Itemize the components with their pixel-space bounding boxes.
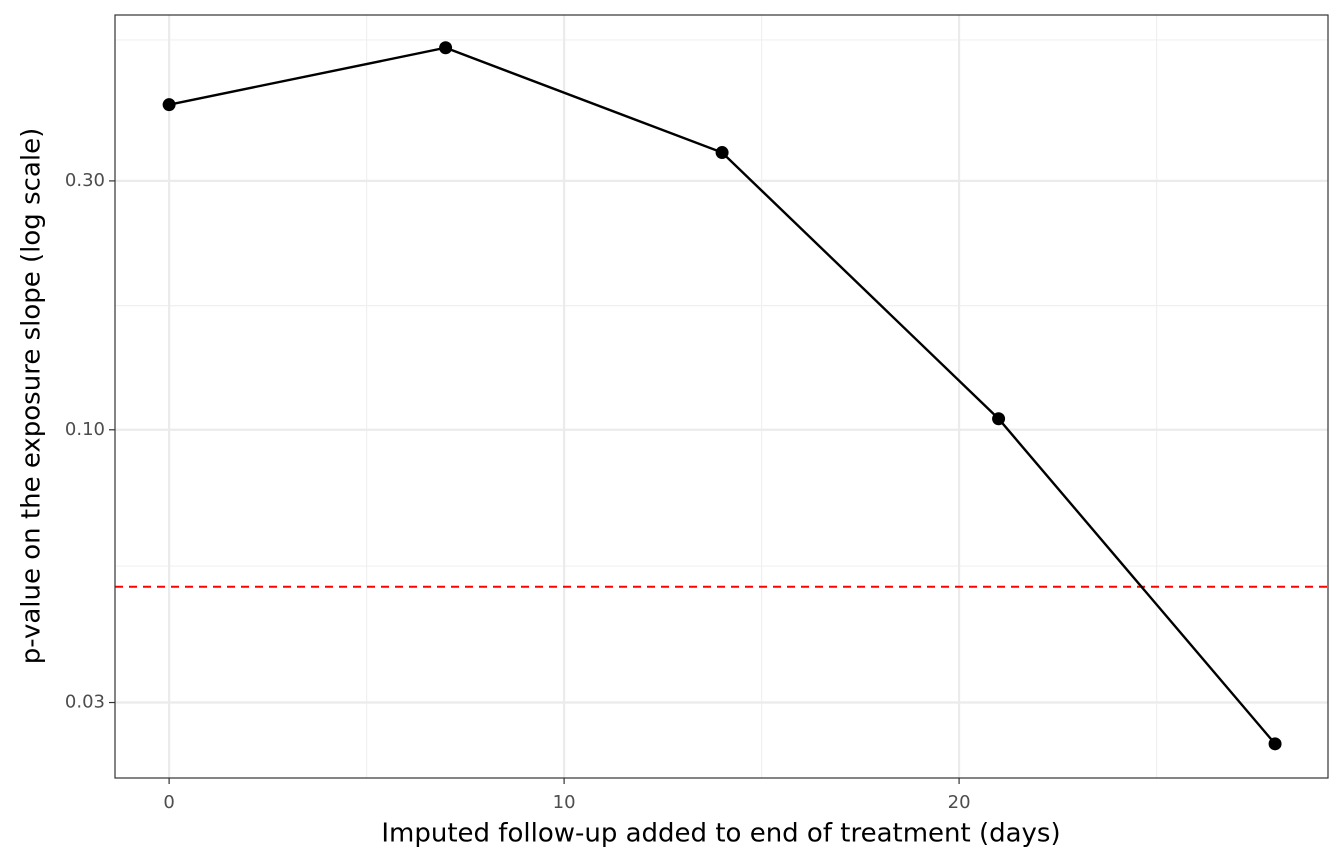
x-tick-label: 20 [948,792,971,813]
x-axis-label: Imputed follow-up added to end of treatm… [381,819,1060,849]
point [1268,737,1282,751]
y-axis-label: p-value on the exposure slope (log scale… [17,128,47,664]
panel-border [114,14,1329,779]
x-tick-label: 10 [553,792,576,813]
x-tick-label: 0 [163,792,174,813]
point [715,146,729,160]
y-tick-label: 0.10 [65,419,105,440]
point [439,41,453,55]
y-tick-label: 0.03 [65,692,105,713]
point [162,98,176,112]
y-tick-label: 0.30 [65,170,105,191]
point [992,412,1006,426]
